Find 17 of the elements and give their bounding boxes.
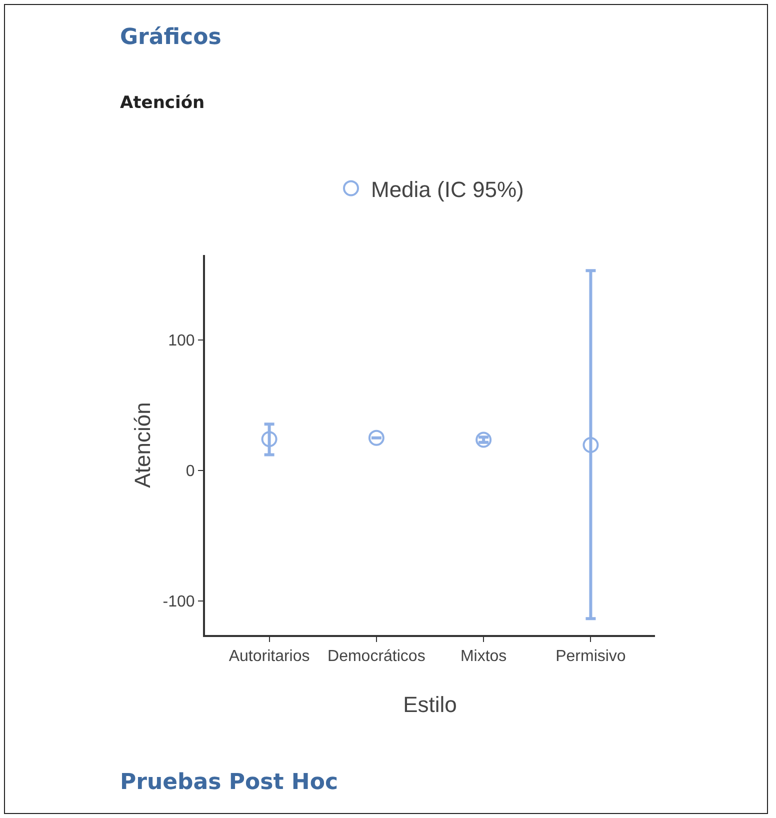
point bbox=[368, 430, 384, 446]
x-tick-label: Democráticos bbox=[328, 648, 426, 666]
y-tick-label: 100 bbox=[168, 332, 195, 350]
y-tick-label: 0 bbox=[186, 463, 195, 480]
legend-label: Media (IC 95%) bbox=[371, 176, 524, 202]
x-tick-label: Autoritarios bbox=[228, 648, 310, 666]
point bbox=[582, 437, 599, 453]
x-axis-title: Estilo bbox=[403, 692, 457, 717]
x-tick-label: Permisivo bbox=[556, 648, 626, 666]
point bbox=[476, 432, 492, 448]
chart-title: Gráficos bbox=[120, 25, 222, 50]
y-axis-title: Atención bbox=[130, 402, 155, 488]
chart-subtitle: Atención bbox=[120, 93, 205, 113]
y-tick-label: -100 bbox=[162, 594, 195, 611]
point bbox=[261, 431, 278, 448]
x-tick-label: Mixtos bbox=[460, 648, 507, 666]
text: Pruebas Post Hoc bbox=[120, 770, 338, 795]
